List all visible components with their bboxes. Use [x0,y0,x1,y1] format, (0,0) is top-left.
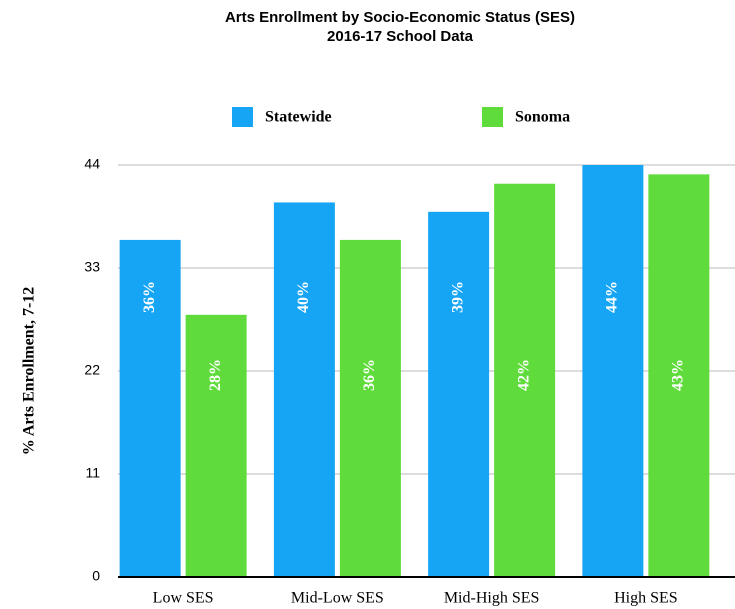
bar [648,174,710,577]
value-label: 36% [141,281,158,313]
legend-swatch [482,107,503,127]
y-axis-label: % Arts Enrollment, 7-12 [21,287,38,456]
value-label: 42% [515,359,532,391]
value-label: 43% [670,359,687,391]
value-label: 40% [295,281,312,313]
bar [582,165,644,577]
y-tick-label: 22 [84,362,100,378]
value-label: 44% [604,281,621,313]
legend-swatch [232,107,253,127]
bar [185,314,247,577]
value-label: 39% [449,281,466,313]
bar [494,183,556,577]
bar [273,202,335,578]
value-label: 28% [207,359,224,391]
x-tick-label: High SES [614,590,678,607]
legend-label: Statewide [265,109,332,126]
legend-label: Sonoma [515,109,570,126]
value-label: 36% [361,359,378,391]
bar [428,211,490,577]
chart-subtitle: 2016-17 School Data [327,28,474,45]
x-tick-label: Mid-High SES [444,590,540,607]
y-tick-label: 33 [84,259,100,275]
chart-title: Arts Enrollment by Socio-Economic Status… [225,9,575,26]
x-tick-label: Mid-Low SES [291,590,384,607]
bar [339,239,401,577]
bar [119,239,181,577]
x-tick-label: Low SES [153,590,214,607]
y-tick-label: 11 [85,465,100,481]
y-tick-label: 0 [92,568,100,584]
y-tick-label: 44 [84,156,100,172]
